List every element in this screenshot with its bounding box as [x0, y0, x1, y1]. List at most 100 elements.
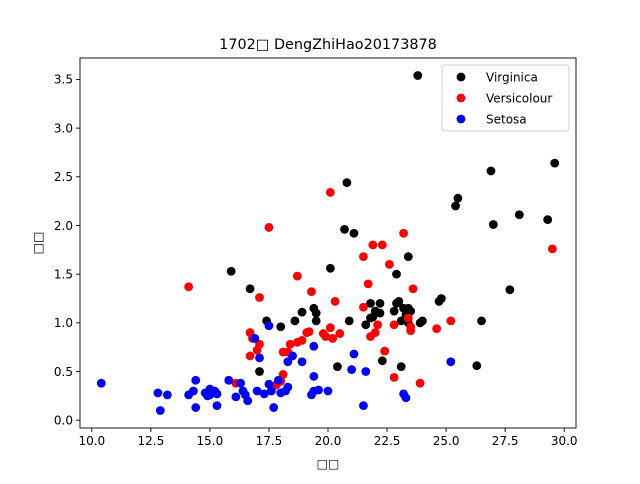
point-versicolour-38	[245, 351, 255, 361]
point-setosa-11	[212, 389, 222, 399]
point-versicolour-6	[359, 252, 368, 262]
point-virginica-2	[486, 166, 496, 176]
point-virginica-8	[488, 220, 498, 229]
point-versicolour-12	[307, 287, 316, 297]
point-setosa-49	[255, 353, 264, 363]
point-setosa-6	[191, 375, 201, 385]
point-versicolour-1	[264, 223, 274, 232]
legend-label-setosa: Setosa	[486, 113, 527, 127]
point-virginica-46	[377, 356, 387, 366]
point-virginica-12	[325, 263, 335, 273]
y-axis: 0.0 0.5 1.0 1.5 2.0 2.5 3.0 3.5	[54, 73, 80, 428]
point-versicolour-44	[406, 322, 416, 332]
point-versicolour-3	[368, 240, 378, 250]
y-tick-label: 1.5	[54, 267, 73, 281]
point-virginica-35	[396, 316, 406, 326]
point-setosa-17	[231, 392, 241, 402]
point-versicolour-31	[292, 337, 302, 347]
point-virginica-41	[477, 316, 486, 326]
point-virginica-47	[396, 362, 406, 372]
x-tick-label: 27.5	[492, 434, 519, 448]
point-setosa-16	[224, 375, 234, 385]
point-setosa-27	[274, 375, 283, 385]
point-versicolour-34	[252, 345, 262, 355]
point-versicolour-28	[328, 334, 338, 343]
point-versicolour-16	[403, 313, 413, 323]
x-tick-label: 10.0	[78, 434, 105, 448]
point-virginica-43	[361, 320, 371, 330]
point-versicolour-40	[278, 370, 288, 379]
point-virginica-50	[415, 318, 425, 328]
point-versicolour-49	[370, 328, 380, 337]
point-virginica-7	[543, 215, 553, 225]
point-versicolour-10	[184, 282, 194, 292]
point-versicolour-39	[389, 372, 399, 382]
point-versicolour-5	[547, 244, 557, 254]
point-setosa-32	[288, 351, 297, 361]
point-setosa-37	[309, 371, 319, 381]
point-setosa-2	[162, 390, 172, 400]
y-tick-label: 3.0	[54, 121, 73, 135]
point-virginica-30	[311, 308, 321, 318]
point-setosa-48	[250, 334, 260, 343]
point-versicolour-4	[377, 240, 387, 250]
y-tick-label: 0.5	[54, 365, 73, 379]
series-setosa	[96, 321, 456, 415]
y-tick-label: 3.5	[54, 73, 73, 87]
point-virginica-25	[375, 308, 385, 318]
point-setosa-0	[96, 378, 106, 388]
point-setosa-42	[359, 401, 368, 411]
point-setosa-24	[264, 379, 274, 389]
point-versicolour-0	[325, 187, 335, 197]
point-virginica-19	[366, 298, 375, 308]
point-virginica-44	[276, 322, 286, 332]
point-setosa-21	[243, 396, 253, 406]
point-setosa-13	[205, 390, 215, 400]
legend: Virginica Versicolour Setosa	[441, 64, 570, 132]
point-versicolour-35	[380, 346, 390, 356]
point-virginica-45	[333, 362, 342, 372]
point-versicolour-11	[408, 284, 418, 294]
chart-title: 1702□ DengZhiHao20173878	[219, 37, 437, 53]
x-tick-label: 15.0	[197, 434, 224, 448]
point-versicolour-27	[321, 332, 331, 341]
point-virginica-18	[434, 297, 444, 306]
point-virginica-0	[413, 71, 423, 80]
point-virginica-37	[344, 316, 354, 326]
point-virginica-40	[311, 316, 321, 326]
point-setosa-40	[349, 349, 359, 359]
point-virginica-39	[290, 316, 300, 326]
point-virginica-20	[375, 298, 385, 308]
point-setosa-3	[155, 406, 165, 415]
point-virginica-5	[451, 201, 460, 211]
point-versicolour-42	[415, 378, 425, 388]
point-versicolour-17	[446, 316, 456, 326]
point-setosa-31	[283, 357, 293, 367]
point-virginica-15	[245, 284, 255, 294]
y-tick-label: 2.0	[54, 219, 73, 233]
point-versicolour-37	[278, 347, 288, 357]
point-virginica-16	[505, 285, 515, 295]
point-setosa-26	[269, 403, 279, 412]
point-setosa-38	[309, 341, 319, 351]
point-virginica-9	[340, 224, 349, 234]
legend-marker-setosa	[456, 114, 466, 124]
point-setosa-33	[297, 357, 307, 367]
point-virginica-48	[472, 361, 482, 371]
point-setosa-39	[323, 386, 333, 396]
point-virginica-28	[297, 307, 307, 317]
y-tick-label: 1.0	[54, 316, 73, 330]
legend-label-versicolour: Versicolour	[486, 92, 552, 106]
point-virginica-34	[368, 312, 378, 322]
x-tick-label: 17.5	[256, 434, 283, 448]
point-versicolour-15	[359, 302, 368, 312]
x-tick-label: 30.0	[551, 434, 578, 448]
point-setosa-5	[188, 386, 198, 396]
x-axis: 10.0 12.5 15.0 17.5 20.0 22.5 25.0 27.5 30.0	[78, 428, 578, 448]
point-setosa-25	[266, 386, 276, 396]
y-tick-label: 2.5	[54, 170, 73, 184]
x-tick-label: 22.5	[374, 434, 401, 448]
point-setosa-45	[401, 393, 411, 403]
